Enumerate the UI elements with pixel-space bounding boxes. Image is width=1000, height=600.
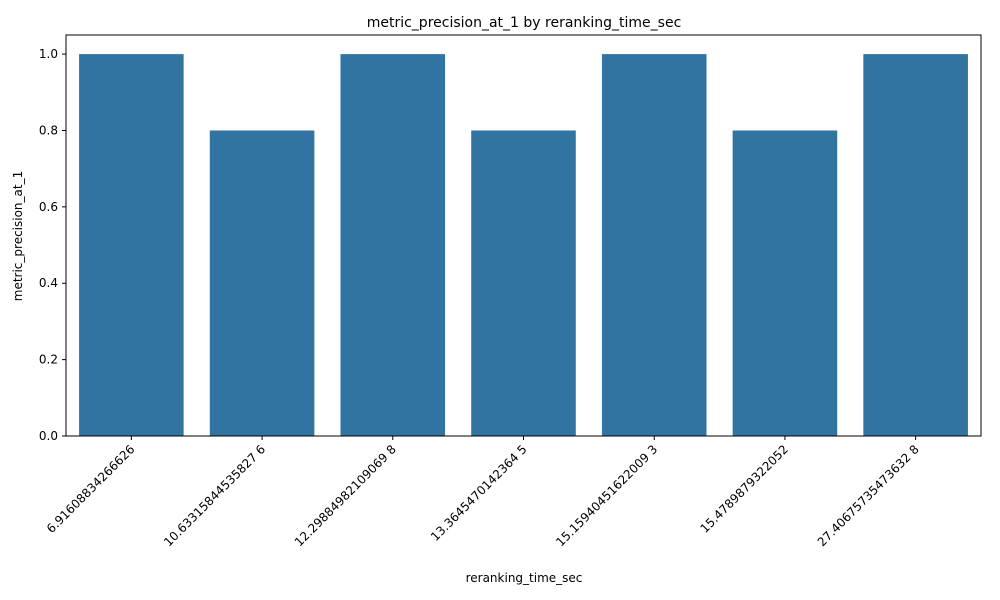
- y-tick-label: 0.2: [39, 353, 58, 367]
- chart-title: metric_precision_at_1 by reranking_time_…: [367, 15, 682, 31]
- bar: [79, 54, 184, 436]
- x-tick-label: 12.29884982109069 8: [292, 442, 399, 549]
- bar: [209, 130, 315, 436]
- bar: [863, 54, 968, 436]
- bars: [79, 54, 968, 436]
- y-tick-label: 0.6: [39, 200, 58, 214]
- y-tick-label: 0.8: [39, 123, 58, 137]
- x-tick-label: 15.4789879322052: [697, 442, 791, 536]
- x-tick-label: 10.63315844535827 6: [161, 442, 268, 549]
- bar: [340, 54, 446, 436]
- x-tick-label: 6.91608834266626: [44, 442, 138, 536]
- y-tick-label: 0.0: [39, 429, 58, 443]
- y-axis: 0.0 0.2 0.4 0.6 0.8 1.0: [39, 47, 66, 443]
- y-axis-label: metric_precision_at_1: [11, 171, 25, 301]
- bar: [601, 54, 707, 436]
- x-tick-label: 15.15940451622009 3: [553, 442, 660, 549]
- y-tick-label: 0.4: [39, 276, 58, 290]
- x-tick-label: 13.3645470142364 5: [428, 442, 530, 544]
- x-axis-label: reranking_time_sec: [466, 571, 583, 585]
- x-tick-label: 27.40675735473632 8: [815, 442, 922, 549]
- y-tick-label: 1.0: [39, 47, 58, 61]
- plot-frame: [65, 34, 982, 437]
- x-axis: 6.91608834266626 10.63315844535827 6 12.29…: [44, 436, 922, 549]
- bar: [471, 130, 576, 436]
- bar: [732, 130, 838, 436]
